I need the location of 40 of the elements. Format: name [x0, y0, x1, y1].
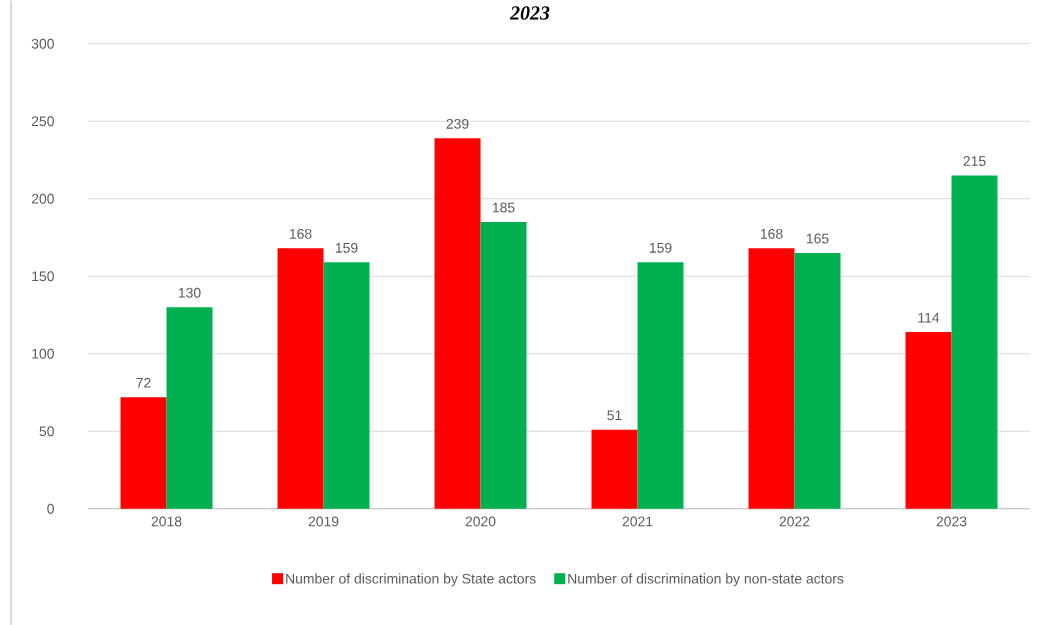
y-tick-label: 150	[32, 271, 54, 281]
bar	[905, 331, 952, 509]
x-tick-label: 2018	[151, 516, 182, 527]
chart-title: 2023	[509, 6, 550, 20]
bar	[480, 221, 527, 509]
data-label: 168	[289, 228, 312, 239]
x-tick-label: 2023	[936, 516, 967, 527]
bar	[951, 175, 998, 509]
data-label: 159	[649, 242, 672, 253]
x-tick-label: 2020	[465, 516, 496, 527]
data-label: 159	[335, 242, 358, 253]
legend-label: Number of discrimination by State actors	[286, 573, 536, 587]
y-tick-label: 50	[39, 426, 54, 436]
x-tick-label: 2021	[622, 516, 653, 527]
bar	[748, 248, 795, 509]
data-label: 114	[918, 312, 940, 323]
data-label: 130	[178, 287, 201, 298]
data-label: 165	[806, 233, 829, 244]
data-label: 215	[963, 155, 986, 166]
y-tick-label: 300	[31, 38, 54, 49]
bar	[166, 307, 213, 509]
bar	[120, 396, 167, 509]
x-tick-label: 2022	[779, 516, 810, 527]
bar	[794, 252, 841, 509]
y-tick-label: 0	[47, 503, 54, 514]
data-label: 239	[446, 118, 469, 129]
bar	[591, 429, 638, 509]
bar	[323, 262, 370, 509]
data-label: 185	[492, 202, 515, 213]
y-tick-label: 200	[31, 193, 54, 204]
x-tick-label: 2019	[308, 516, 339, 527]
y-tick-label: 100	[32, 348, 54, 359]
bar	[637, 262, 684, 509]
data-label: 51	[607, 410, 622, 420]
legend-label: Number of discrimination by non-state actors	[568, 573, 844, 587]
y-tick-label: 250	[31, 116, 54, 126]
data-label: 168	[760, 228, 783, 239]
bar	[277, 248, 324, 509]
data-label: 72	[136, 377, 151, 388]
bar	[434, 138, 481, 509]
